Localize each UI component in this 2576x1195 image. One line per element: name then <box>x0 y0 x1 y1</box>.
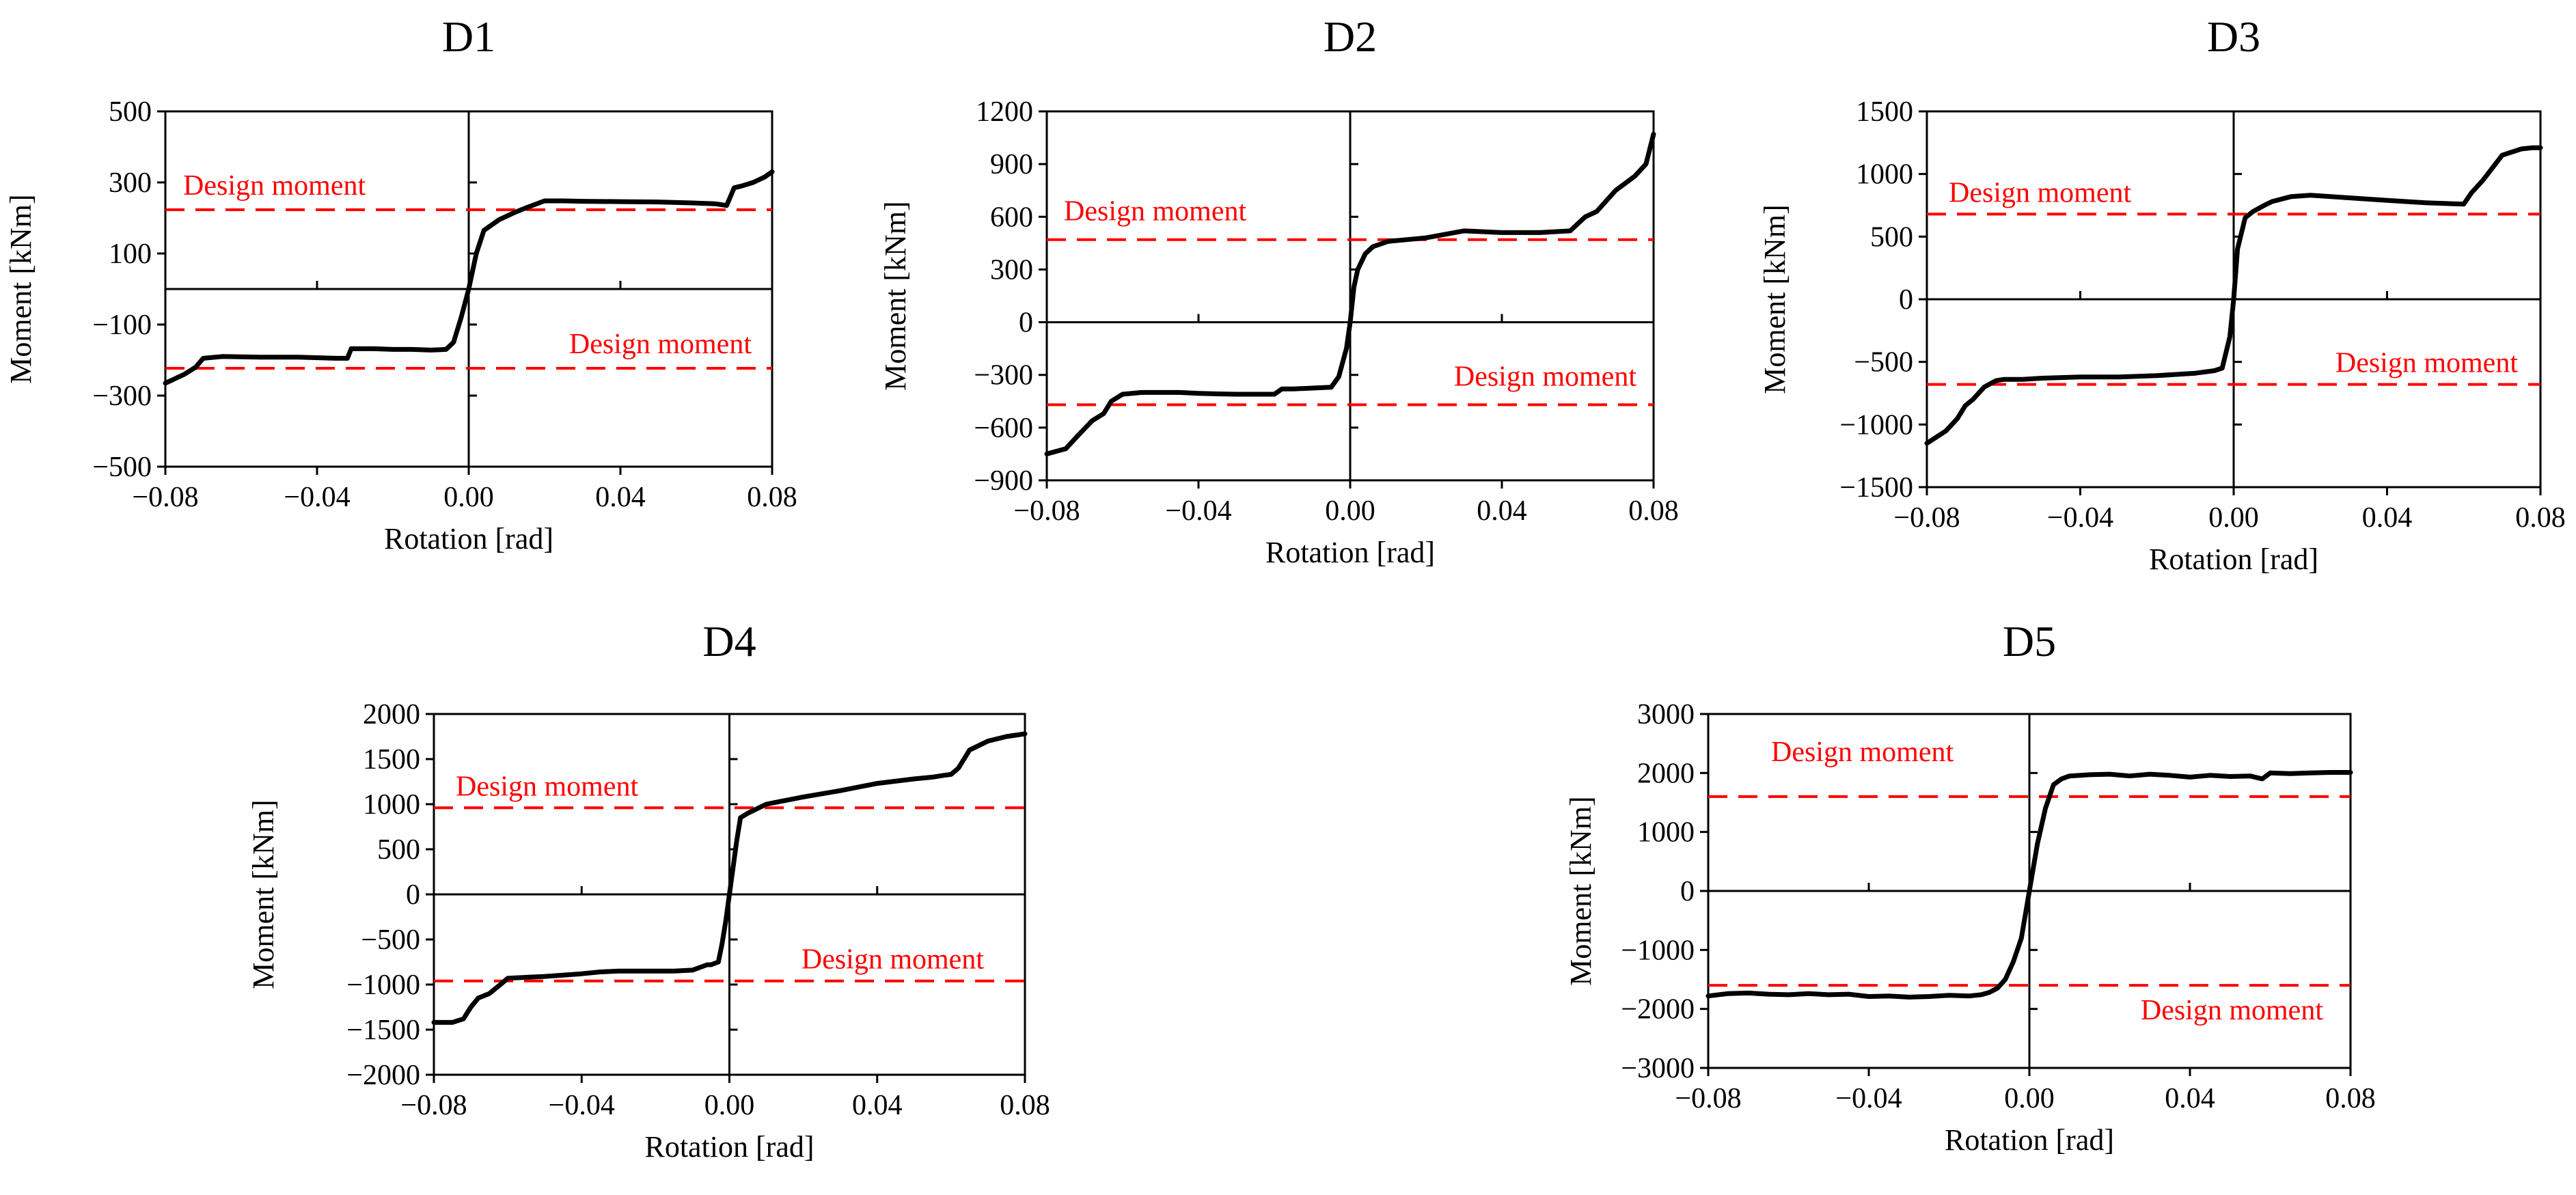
y-tick-label: −3000 <box>1621 1053 1695 1084</box>
y-tick-label: 1200 <box>976 96 1033 128</box>
y-tick-label: 600 <box>990 202 1033 233</box>
x-axis-label: Rotation [rad] <box>2149 542 2318 576</box>
moment-rotation-curve <box>163 169 775 386</box>
x-tick-label: 0.00 <box>443 482 494 513</box>
moment-rotation-curve <box>1705 770 2353 1000</box>
x-tick-label: −0.08 <box>1675 1083 1741 1114</box>
y-tick-label: 0 <box>1680 876 1695 907</box>
y-tick-label: −900 <box>974 465 1033 497</box>
y-tick-label: 0 <box>406 879 420 911</box>
x-tick-label: 0.04 <box>595 482 646 513</box>
y-axis-label: Moment [kNm] <box>1564 796 1598 985</box>
chart-d1: D1 500 300 100 −100 −300 −500−0.08 −0.04 0.00 0.0… <box>4 12 797 555</box>
x-tick-label: 0.04 <box>2362 502 2413 534</box>
y-tick-label: 2000 <box>1637 758 1695 789</box>
y-tick-label: −1500 <box>346 1015 420 1046</box>
design-moment-label-upper: Design moment <box>183 170 366 202</box>
y-tick-label: 1000 <box>1637 817 1695 849</box>
x-tick-label: −0.08 <box>1013 495 1080 527</box>
y-axis-label: Moment [kNm] <box>4 194 38 383</box>
moment-rotation-curve <box>431 731 1028 1025</box>
x-tick-label: 0.00 <box>704 1090 755 1121</box>
x-axis-label: Rotation [rad] <box>644 1130 814 1164</box>
chart-d4: D42000150010005000−500−1000−1500−2000−0.… <box>247 617 1050 1164</box>
x-tick-label: 0.04 <box>852 1090 903 1121</box>
y-axis-label: Moment [kNm] <box>1758 204 1792 394</box>
y-tick-label: −2000 <box>1621 994 1695 1026</box>
y-tick-label: 0 <box>1019 307 1033 339</box>
x-tick-label: −0.08 <box>1893 502 1960 534</box>
y-tick-label: −500 <box>92 452 152 483</box>
y-tick-label: 900 <box>990 149 1033 180</box>
chart-title: D2 <box>1324 12 1377 61</box>
y-tick-label: 500 <box>109 96 152 128</box>
chart-d5: D5 3000 2000 1000 0 −1000 −2000 −3000−0.08 −0.04… <box>1564 617 2376 1157</box>
x-tick-label: −0.04 <box>2047 502 2113 534</box>
y-tick-label: −1500 <box>1839 472 1913 504</box>
y-tick-label: −100 <box>92 310 152 341</box>
y-tick-label: 0 <box>1899 284 1913 316</box>
y-axis-label: Moment [kNm] <box>247 799 280 989</box>
y-tick-label: −1000 <box>346 970 420 1001</box>
x-axis-label: Rotation [rad] <box>384 522 553 555</box>
x-tick-label: −0.04 <box>549 1090 615 1121</box>
y-tick-label: 300 <box>109 167 152 199</box>
y-tick-label: 100 <box>109 238 152 270</box>
y-tick-label: −500 <box>361 924 420 956</box>
x-tick-label: −0.04 <box>1165 495 1231 527</box>
chart-d2: D2 1200 900 600 300 0 −300 −600 −900−0.08 −0.04 0.… <box>879 12 1679 569</box>
design-moment-label-upper: Design moment <box>456 771 638 802</box>
y-axis-label: Moment [kNm] <box>879 201 912 390</box>
y-tick-label: −600 <box>974 413 1033 444</box>
y-tick-label: −1000 <box>1621 935 1695 966</box>
x-tick-label: 0.00 <box>2004 1083 2055 1114</box>
design-moment-label-lower: Design moment <box>801 944 984 976</box>
design-moment-label-lower: Design moment <box>2141 995 2323 1026</box>
x-tick-label: −0.04 <box>284 482 350 513</box>
y-tick-label: −1000 <box>1839 409 1913 441</box>
x-tick-label: 0.08 <box>2515 502 2566 534</box>
y-tick-label: −300 <box>92 381 152 412</box>
y-tick-label: −500 <box>1854 347 1913 379</box>
design-moment-label-lower: Design moment <box>1454 361 1636 392</box>
y-tick-label: 3000 <box>1637 699 1695 730</box>
moment-rotation-curve <box>1044 131 1656 456</box>
moment-rotation-curve <box>1924 145 2543 446</box>
x-tick-label: 0.04 <box>2165 1083 2215 1114</box>
design-moment-label-upper: Design moment <box>1949 177 2131 208</box>
y-tick-label: −2000 <box>346 1060 420 1091</box>
y-tick-label: 1500 <box>1856 96 1913 128</box>
design-moment-label-upper: Design moment <box>1064 196 1246 228</box>
x-tick-label: 0.08 <box>1628 495 1679 527</box>
y-tick-label: 2000 <box>363 699 420 730</box>
x-tick-label: 0.08 <box>2325 1083 2376 1114</box>
x-axis-label: Rotation [rad] <box>1265 536 1435 569</box>
chart-title: D5 <box>2003 617 2056 665</box>
x-tick-label: 0.08 <box>747 482 797 513</box>
y-tick-label: 1500 <box>363 744 420 775</box>
x-tick-label: 0.04 <box>1477 495 1527 527</box>
x-tick-label: 0.08 <box>1000 1090 1050 1121</box>
x-axis-label: Rotation [rad] <box>1945 1123 2114 1157</box>
y-tick-label: −300 <box>974 360 1033 392</box>
chart-title: D1 <box>442 12 495 61</box>
chart-title: D4 <box>702 617 756 665</box>
x-tick-label: −0.08 <box>132 482 198 513</box>
y-tick-label: 500 <box>1870 221 1913 253</box>
y-tick-label: 500 <box>377 834 420 866</box>
design-moment-label-lower: Design moment <box>569 329 752 360</box>
y-tick-label: 1000 <box>363 789 420 821</box>
y-tick-label: 1000 <box>1856 159 1913 191</box>
design-moment-label-upper: Design moment <box>1771 737 1954 768</box>
y-tick-label: 300 <box>990 254 1033 286</box>
x-tick-label: −0.08 <box>400 1090 467 1121</box>
x-tick-label: 0.00 <box>2208 502 2259 534</box>
x-tick-label: 0.00 <box>1325 495 1375 527</box>
chart-title: D3 <box>2207 12 2260 61</box>
x-tick-label: −0.04 <box>1835 1083 1902 1114</box>
design-moment-label-lower: Design moment <box>2335 348 2518 379</box>
chart-d3: D3 1500 1000 500 0 −500 −1000 −1500−0.08 −0.04 0.… <box>1758 12 2566 576</box>
